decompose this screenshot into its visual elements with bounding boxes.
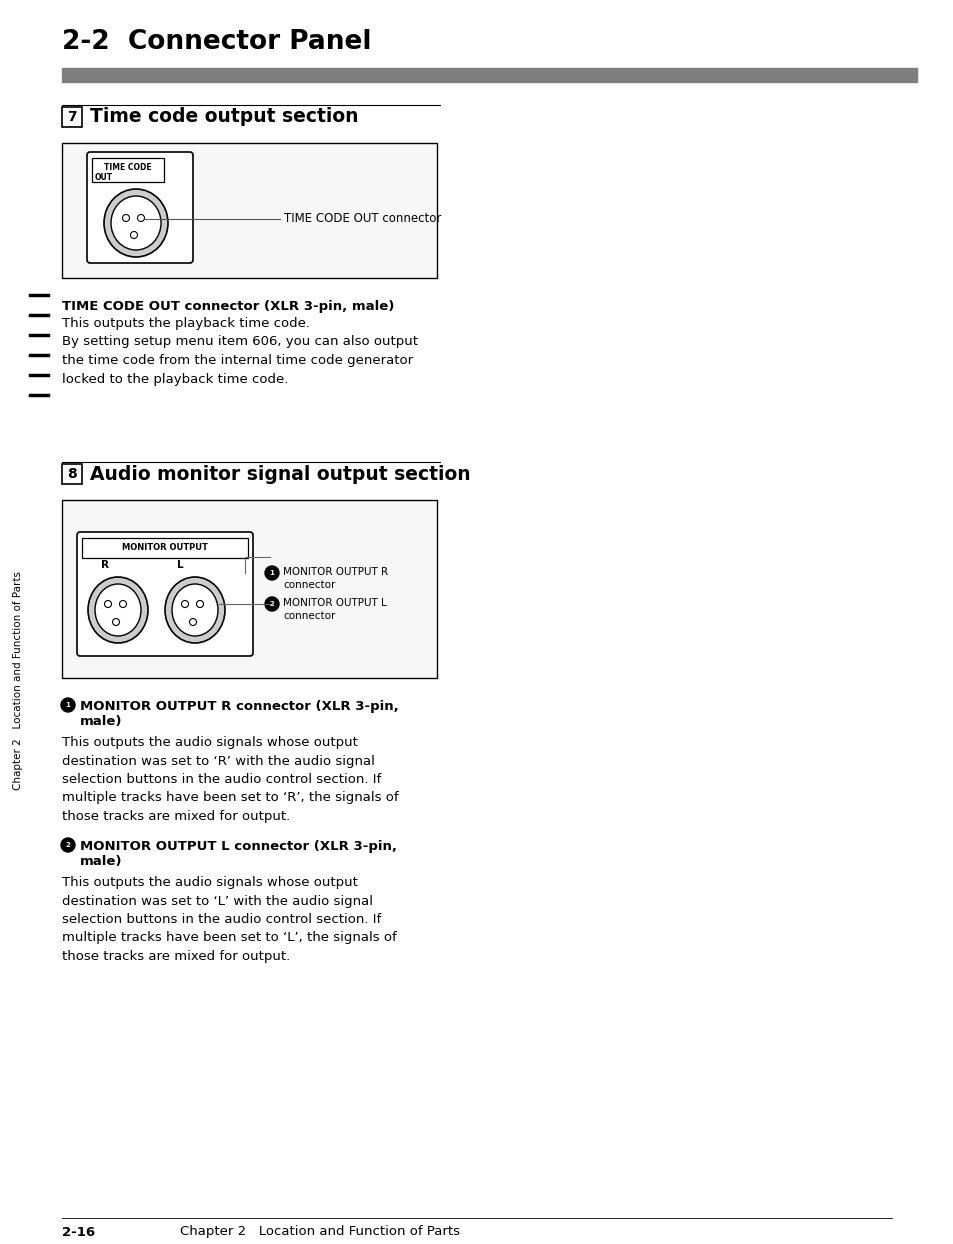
Text: MONITOR OUTPUT R connector (XLR 3-pin,
male): MONITOR OUTPUT R connector (XLR 3-pin, m… xyxy=(80,700,398,728)
Text: Chapter 2   Location and Function of Parts: Chapter 2 Location and Function of Parts xyxy=(180,1225,459,1239)
Bar xyxy=(62,143,436,277)
Text: TIME CODE OUT connector (XLR 3-pin, male): TIME CODE OUT connector (XLR 3-pin, male… xyxy=(62,300,394,313)
Circle shape xyxy=(112,618,119,626)
Text: 1: 1 xyxy=(66,702,71,708)
Circle shape xyxy=(61,698,75,712)
Circle shape xyxy=(265,566,278,580)
Text: MONITOR OUTPUT L connector (XLR 3-pin,
male): MONITOR OUTPUT L connector (XLR 3-pin, m… xyxy=(80,840,396,868)
FancyBboxPatch shape xyxy=(87,152,193,262)
Circle shape xyxy=(190,618,196,626)
Text: 2: 2 xyxy=(270,601,274,607)
Circle shape xyxy=(137,214,144,221)
Circle shape xyxy=(265,597,278,611)
Text: 1: 1 xyxy=(270,570,274,576)
Text: TIME CODE: TIME CODE xyxy=(104,163,152,173)
Text: Time code output section: Time code output section xyxy=(90,107,358,127)
Bar xyxy=(62,107,82,127)
Circle shape xyxy=(105,601,112,607)
Circle shape xyxy=(196,601,203,607)
Text: This outputs the audio signals whose output
destination was set to ‘R’ with the : This outputs the audio signals whose out… xyxy=(62,736,398,824)
Circle shape xyxy=(119,601,127,607)
Text: R: R xyxy=(101,560,109,570)
Text: MONITOR OUTPUT: MONITOR OUTPUT xyxy=(122,544,208,552)
Text: 2: 2 xyxy=(66,842,71,848)
Circle shape xyxy=(61,838,75,852)
Text: Audio monitor signal output section: Audio monitor signal output section xyxy=(90,464,470,484)
Circle shape xyxy=(122,214,130,221)
Text: MONITOR OUTPUT R
connector: MONITOR OUTPUT R connector xyxy=(283,567,388,590)
Bar xyxy=(62,500,436,678)
Text: L: L xyxy=(176,560,183,570)
Text: This outputs the playback time code.
By setting setup menu item 606, you can als: This outputs the playback time code. By … xyxy=(62,317,417,386)
Ellipse shape xyxy=(172,583,218,636)
Text: This outputs the audio signals whose output
destination was set to ‘L’ with the : This outputs the audio signals whose out… xyxy=(62,876,396,963)
Text: Chapter 2   Location and Function of Parts: Chapter 2 Location and Function of Parts xyxy=(13,571,23,790)
Circle shape xyxy=(131,231,137,239)
Ellipse shape xyxy=(88,577,148,643)
Text: 8: 8 xyxy=(67,466,77,481)
Text: 2-16: 2-16 xyxy=(62,1225,95,1239)
Bar xyxy=(62,464,82,484)
Bar xyxy=(91,158,164,182)
Text: MONITOR OUTPUT L
connector: MONITOR OUTPUT L connector xyxy=(283,598,386,621)
Circle shape xyxy=(181,601,189,607)
Text: OUT: OUT xyxy=(95,173,113,183)
FancyBboxPatch shape xyxy=(77,532,253,656)
Ellipse shape xyxy=(104,189,168,258)
Text: 7: 7 xyxy=(67,109,77,124)
Ellipse shape xyxy=(165,577,225,643)
Ellipse shape xyxy=(95,583,141,636)
Text: 2-2  Connector Panel: 2-2 Connector Panel xyxy=(62,29,371,55)
Bar xyxy=(62,68,916,82)
Text: TIME CODE OUT connector: TIME CODE OUT connector xyxy=(284,213,441,225)
Bar xyxy=(82,537,248,559)
Ellipse shape xyxy=(111,197,161,250)
